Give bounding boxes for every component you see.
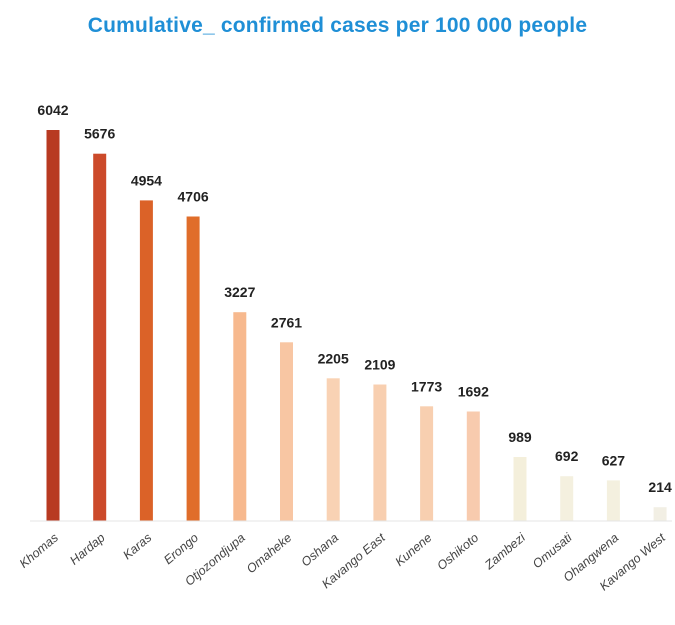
bars-layer	[46, 130, 667, 521]
value-label-oshana: 2205	[318, 350, 349, 366]
tick-label-oshana: Oshana	[299, 531, 342, 570]
value-label-otjozondjupa: 3227	[224, 284, 255, 300]
value-label-zambezi: 989	[508, 429, 532, 445]
bar-kavango-west	[653, 507, 667, 521]
bar-oshana	[326, 378, 340, 521]
bar-omusati	[560, 476, 574, 521]
bar-zambezi	[513, 457, 527, 521]
tick-label-zambezi: Zambezi	[481, 530, 528, 573]
value-label-omusati: 692	[555, 448, 579, 464]
value-label-omaheke: 2761	[271, 314, 302, 330]
tick-label-kunene: Kunene	[393, 531, 435, 569]
bar-ohangwena	[606, 480, 620, 521]
tick-label-khomas: Khomas	[17, 531, 61, 571]
bar-otjozondjupa	[233, 312, 247, 521]
bar-hardap	[93, 153, 107, 521]
bar-omaheke	[280, 342, 293, 521]
bar-kavango-east	[373, 384, 387, 521]
value-label-kunene: 1773	[411, 378, 442, 394]
value-label-kavango-west: 214	[648, 479, 672, 495]
bar-erongo	[186, 216, 200, 521]
tick-label-omusati: Omusati	[530, 530, 576, 571]
value-label-erongo: 4706	[178, 189, 209, 205]
bar-oshikoto	[466, 411, 480, 521]
chart-title: Cumulative_ confirmed cases per 100 000 …	[87, 14, 588, 37]
bar-kunene	[420, 406, 434, 521]
tick-label-hardap: Hardap	[67, 531, 107, 568]
category-tick-labels-layer: Khomas Hardap Karas ErongoOtjozondjupaOmahe…	[17, 530, 669, 594]
value-labels-layer: 6042 5676 4954 4706 3227 2761 2205 2109 1773 1692…	[37, 102, 672, 495]
tick-label-omaheke: Omaheke	[244, 531, 295, 577]
value-label-khomas: 6042	[37, 102, 68, 118]
value-label-oshikoto: 1692	[458, 384, 489, 400]
bar-khomas	[46, 130, 60, 521]
tick-label-erongo: Erongo	[161, 531, 201, 568]
value-label-ohangwena: 627	[602, 452, 626, 468]
value-label-hardap: 5676	[84, 126, 115, 142]
value-label-karas: 4954	[131, 172, 162, 188]
bar-karas	[139, 200, 153, 521]
value-label-kavango-east: 2109	[364, 357, 395, 373]
tick-label-oshikoto: Oshikoto	[434, 531, 481, 573]
tick-label-karas: Karas	[120, 531, 154, 563]
